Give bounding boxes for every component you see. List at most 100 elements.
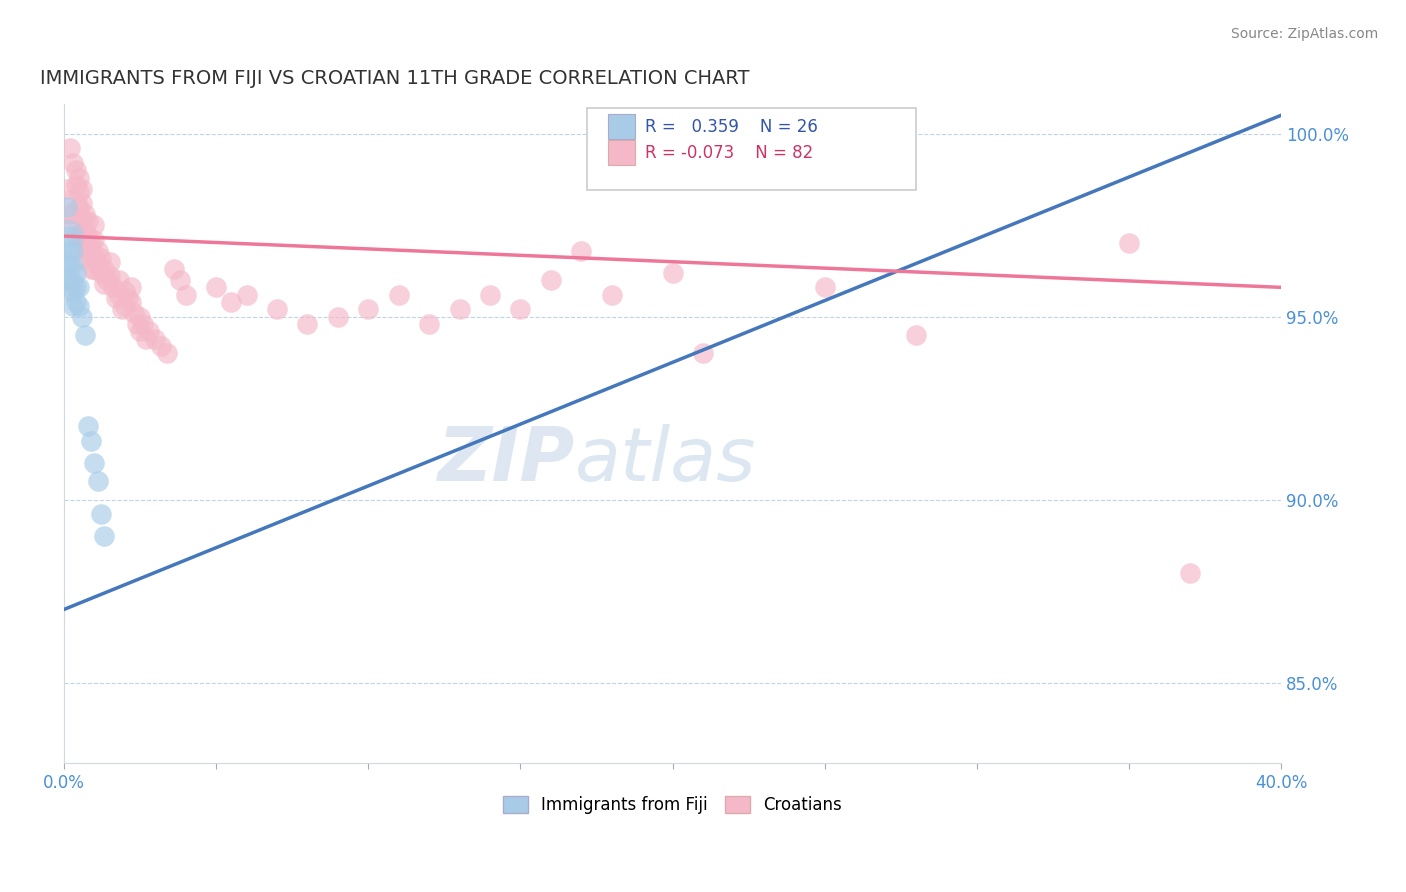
Point (169, 273, 191, 287)
Point (120, 295, 142, 310)
Point (104, 291, 127, 305)
Point (266, 302, 288, 317)
Text: R =   0.359    N = 26: R = 0.359 N = 26 (644, 118, 817, 136)
Point (297, 317, 319, 331)
Point (93, 529, 115, 543)
Point (75, 236, 97, 251)
Point (86, 244, 108, 258)
Bar (607, 113, 634, 138)
Point (143, 332, 166, 346)
Point (75, 221, 97, 235)
Point (62, 259, 84, 273)
Point (98, 254, 121, 268)
Point (98, 269, 121, 284)
Point (418, 317, 440, 331)
Point (62, 299, 84, 313)
Point (129, 310, 152, 324)
Point (600, 287, 623, 301)
Point (83, 247, 105, 261)
Point (108, 287, 131, 301)
Point (174, 287, 197, 301)
Point (83, 456, 105, 470)
Point (72, 310, 94, 324)
Point (83, 262, 105, 277)
Point (93, 277, 115, 291)
Point (540, 273, 562, 287)
Point (77, 244, 100, 258)
Point (62, 156, 84, 170)
Point (904, 327, 927, 342)
Point (132, 317, 155, 331)
Point (75, 327, 97, 342)
Point (77, 229, 100, 244)
FancyBboxPatch shape (588, 108, 915, 190)
Text: atlas: atlas (575, 424, 756, 496)
Text: ZIP: ZIP (437, 424, 575, 497)
Point (65, 229, 87, 244)
Point (65, 295, 87, 310)
Point (59, 200, 82, 214)
Point (1178, 566, 1201, 580)
Point (56, 254, 79, 268)
Point (122, 306, 145, 320)
Point (62, 218, 84, 232)
Point (114, 299, 136, 313)
Point (62, 273, 84, 287)
Point (235, 287, 257, 301)
Point (77, 214, 100, 228)
Point (67, 200, 90, 214)
Point (67, 185, 90, 199)
Point (449, 302, 471, 317)
Point (59, 259, 82, 273)
Point (150, 339, 173, 353)
Point (67, 299, 90, 313)
Point (59, 141, 82, 155)
Text: Source: ZipAtlas.com: Source: ZipAtlas.com (1230, 27, 1378, 41)
Point (156, 346, 179, 360)
Point (509, 302, 531, 317)
Point (65, 163, 87, 178)
Point (205, 280, 228, 294)
Point (56, 229, 79, 244)
Point (83, 233, 105, 247)
Point (72, 181, 94, 195)
Point (108, 273, 131, 287)
Point (86, 475, 108, 489)
Point (59, 244, 82, 258)
Point (56, 273, 79, 287)
Point (90, 251, 112, 265)
Point (80, 262, 103, 277)
Point (135, 332, 157, 346)
Point (125, 317, 148, 331)
Point (67, 280, 90, 294)
Legend: Immigrants from Fiji, Croatians: Immigrants from Fiji, Croatians (496, 789, 849, 821)
Point (65, 178, 87, 192)
Point (692, 346, 714, 360)
Point (72, 211, 94, 225)
Point (59, 284, 82, 298)
Point (117, 291, 139, 305)
Point (1118, 236, 1140, 251)
Point (56, 181, 79, 195)
Point (129, 324, 152, 338)
Text: IMMIGRANTS FROM FIJI VS CROATIAN 11TH GRADE CORRELATION CHART: IMMIGRANTS FROM FIJI VS CROATIAN 11TH GR… (39, 69, 749, 87)
Point (59, 207, 82, 221)
Point (101, 280, 124, 294)
Bar (607, 140, 634, 165)
Point (478, 287, 501, 301)
Point (59, 273, 82, 287)
Point (62, 284, 84, 298)
Point (72, 226, 94, 240)
Point (75, 251, 97, 265)
Point (111, 302, 134, 317)
Point (90, 508, 112, 522)
Point (388, 287, 411, 301)
Point (80, 236, 103, 251)
Point (86, 259, 108, 273)
Point (59, 229, 82, 244)
Point (162, 262, 184, 277)
Point (80, 251, 103, 265)
Point (56, 200, 79, 214)
Point (357, 302, 380, 317)
Point (83, 218, 105, 232)
